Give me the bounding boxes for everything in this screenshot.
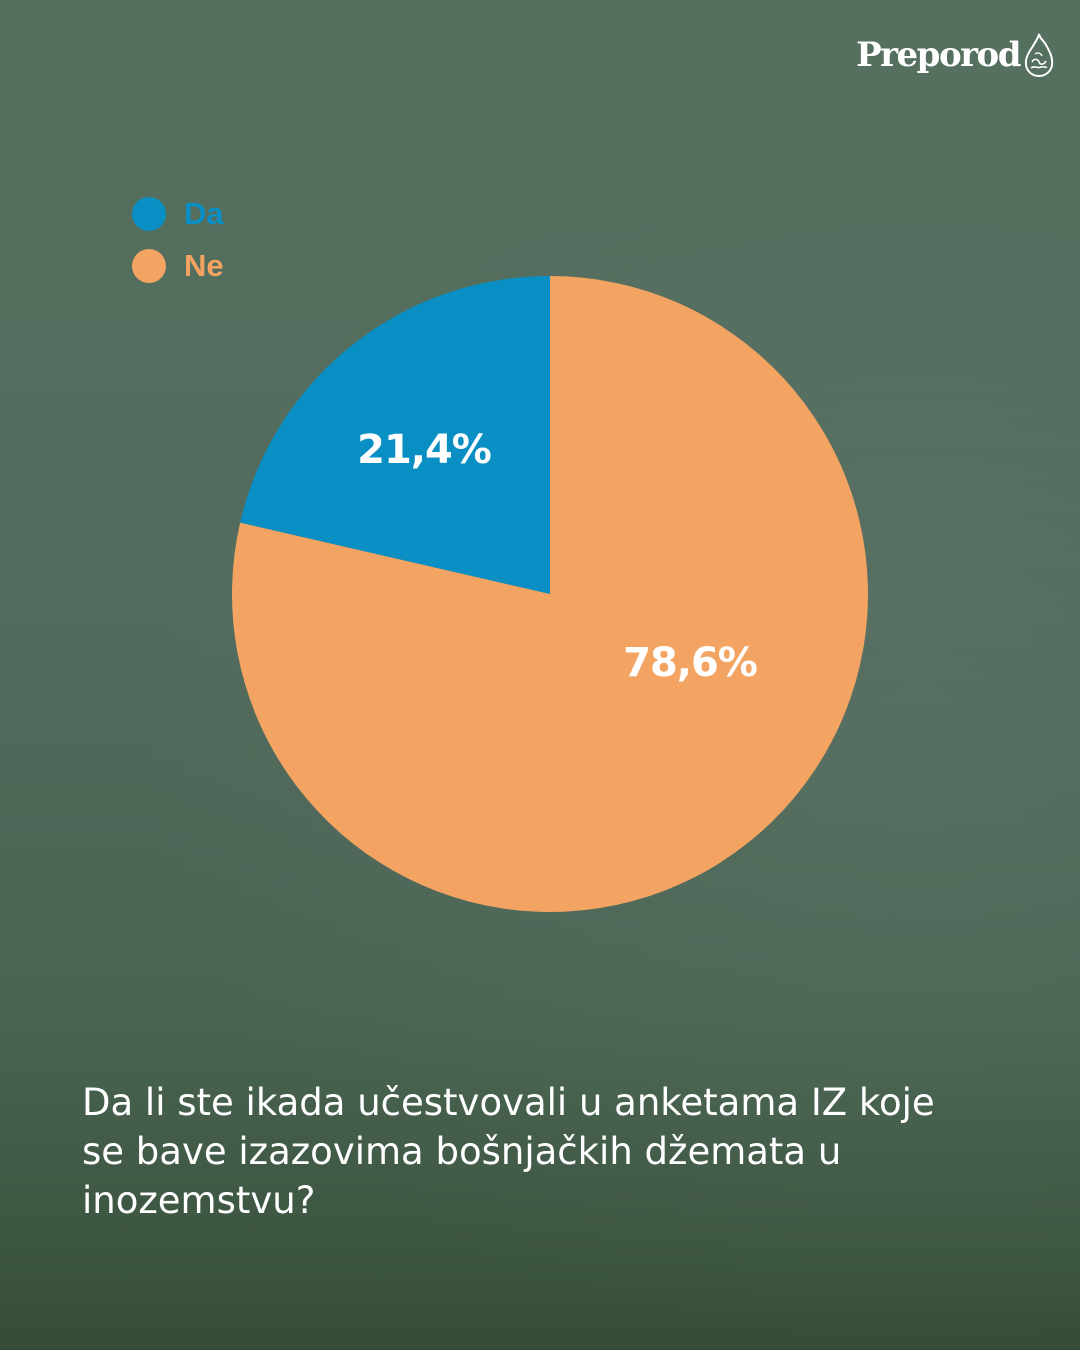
legend-swatch-da <box>132 197 166 231</box>
survey-question: Da li ste ikada učestvovali u anketama I… <box>82 1081 935 1222</box>
pie-slice-da <box>240 276 550 594</box>
legend-label-ne: Ne <box>184 248 224 283</box>
legend-swatch-ne <box>132 249 166 283</box>
brand-logo: Preporod <box>856 32 1054 78</box>
pie-slice-ne <box>231 276 868 912</box>
brand-name: Preporod <box>856 35 1021 75</box>
preporod-drop-icon <box>1024 33 1054 78</box>
chart-legend: Da Ne <box>132 188 224 292</box>
pie-label-ne: 78,6% <box>623 640 757 686</box>
legend-label-da: Da <box>184 196 224 231</box>
pie-label-da: 21,4% <box>357 427 491 473</box>
legend-item-ne: Ne <box>132 240 224 292</box>
legend-item-da: Da <box>132 188 224 240</box>
